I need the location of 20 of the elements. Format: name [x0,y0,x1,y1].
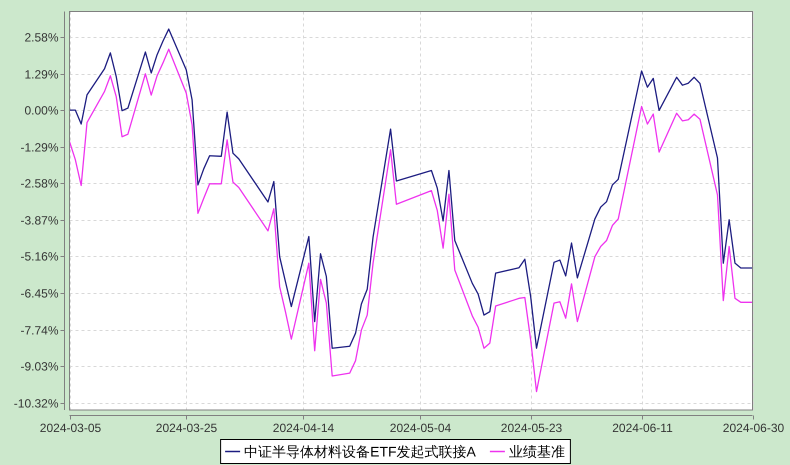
y-tick-label: 1.29% [24,68,59,82]
x-tick-label: 2024-05-23 [500,421,563,435]
y-tick-label: -7.74% [20,324,59,338]
y-tick-label: -9.03% [20,360,59,374]
x-tick-label: 2024-03-25 [156,421,218,435]
y-tick-label: 0.00% [24,104,59,118]
y-tick-label: -1.29% [20,140,59,154]
y-tick-label: -2.58% [20,176,59,190]
x-tick-label: 2024-06-30 [722,421,785,435]
y-tick-label: -10.32% [14,396,59,410]
x-tick-label: 2024-03-05 [40,421,102,435]
legend-label: 中证半导体材料设备ETF发起式联接A [244,444,477,460]
x-tick-label: 2024-04-14 [272,421,335,435]
x-tick-label: 2024-06-11 [612,421,674,435]
y-tick-label: -5.16% [20,250,59,264]
y-tick-label: 2.58% [24,30,59,44]
y-tick-label: -6.45% [20,286,59,300]
legend-label: 业绩基准 [508,444,565,460]
y-tick-label: -3.87% [20,214,59,228]
x-tick-label: 2024-05-04 [390,421,452,435]
